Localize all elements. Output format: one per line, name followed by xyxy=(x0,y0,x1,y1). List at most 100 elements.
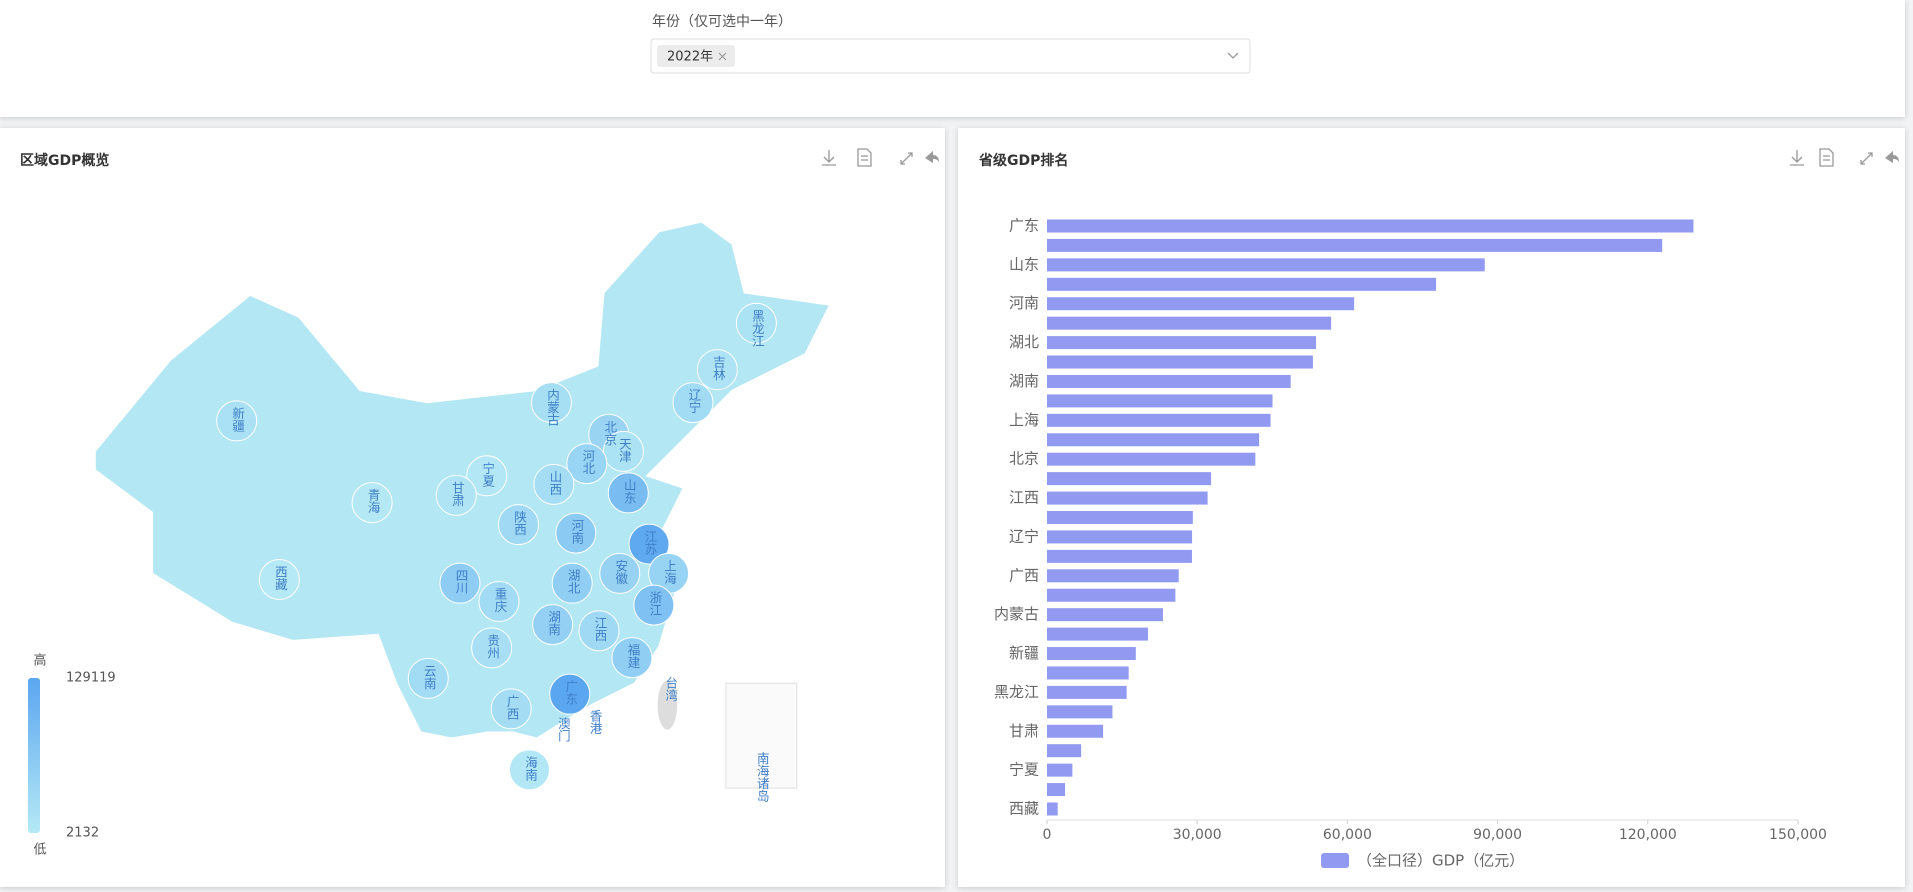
region xyxy=(549,673,591,715)
region xyxy=(490,688,532,730)
bar xyxy=(1047,258,1485,272)
y-tick-label: 北京 xyxy=(1009,450,1039,468)
visual-map-low: 低 xyxy=(33,843,46,858)
region-label: 河北 xyxy=(580,450,595,476)
y-tick-label: 新疆 xyxy=(1009,644,1039,662)
region xyxy=(258,559,300,600)
select-arrow[interactable] xyxy=(1227,52,1239,59)
region-label: 内蒙古 xyxy=(545,389,560,427)
region-label: 四川 xyxy=(453,569,468,594)
region xyxy=(498,504,539,546)
region-label: 广西 xyxy=(505,695,520,720)
tag-remove[interactable] xyxy=(718,52,727,61)
share-icon[interactable] xyxy=(1885,151,1899,163)
y-tick-label: 河南 xyxy=(1009,294,1039,312)
bar xyxy=(1047,297,1355,311)
filter-label: 年份（仅可选中一年） xyxy=(652,14,792,30)
region-label: 重庆 xyxy=(492,586,507,612)
region xyxy=(435,474,477,516)
region-label: 湖南 xyxy=(546,610,561,636)
bar xyxy=(1047,316,1332,330)
y-tick-label: 湖北 xyxy=(1009,333,1039,351)
region-label: 新疆 xyxy=(230,406,245,432)
region xyxy=(607,472,649,514)
region xyxy=(735,302,777,344)
bar xyxy=(1047,783,1066,797)
region-label: 宁夏 xyxy=(480,461,495,487)
bar-icons xyxy=(1790,148,1899,167)
share-icon[interactable] xyxy=(925,151,939,163)
bar xyxy=(1047,336,1317,350)
bar xyxy=(1047,666,1129,680)
bar xyxy=(1047,219,1694,233)
y-tick-label: 广西 xyxy=(1009,566,1039,584)
region xyxy=(530,382,572,424)
region-label: 北京 xyxy=(602,420,617,446)
region-label: 吉林 xyxy=(711,356,726,381)
download-icon[interactable] xyxy=(1790,150,1804,166)
region-label: 河南 xyxy=(569,519,584,544)
legend-swatch xyxy=(1321,853,1349,868)
region-label: 贵州 xyxy=(485,634,500,659)
region-label: 天津 xyxy=(617,437,632,462)
region-label: 香港 xyxy=(588,709,603,734)
region-label: 黑龙江 xyxy=(750,309,765,347)
bar xyxy=(1047,647,1136,661)
region-label: 澳门 xyxy=(556,717,571,742)
region-label: 台湾 xyxy=(663,676,678,703)
region-label: 青海 xyxy=(366,489,381,514)
map-icons xyxy=(822,148,939,167)
region-label: 安徽 xyxy=(613,558,628,584)
region-label: 广东 xyxy=(563,680,578,705)
x-tick-label: 90,000 xyxy=(1473,827,1522,843)
region-label: 江西 xyxy=(593,617,608,642)
x-tick-label: 60,000 xyxy=(1323,827,1372,843)
region-label: 福建 xyxy=(625,643,640,670)
year-select[interactable] xyxy=(650,38,1251,74)
region xyxy=(533,463,575,505)
region xyxy=(696,349,738,391)
bar xyxy=(1047,374,1291,388)
region xyxy=(602,430,644,472)
region xyxy=(471,627,513,669)
x-tick-label: 0 xyxy=(1043,827,1052,843)
visual-map-max: 129119 xyxy=(66,671,116,686)
region xyxy=(633,584,675,626)
region-label: 山东 xyxy=(622,479,637,504)
bar xyxy=(1047,394,1273,408)
region xyxy=(466,455,508,497)
visual-map-min: 2132 xyxy=(66,826,99,841)
region-label: 山西 xyxy=(547,470,562,495)
y-tick-label: 内蒙古 xyxy=(994,605,1039,623)
bar xyxy=(1047,569,1179,583)
y-tick-label: 广东 xyxy=(1009,217,1039,235)
y-tick-label: 西藏 xyxy=(1009,800,1039,818)
bar xyxy=(1047,724,1104,738)
bar xyxy=(1047,238,1663,252)
x-tick-label: 30,000 xyxy=(1173,827,1222,843)
region-label: 江苏 xyxy=(643,530,658,555)
data-icon[interactable] xyxy=(1819,148,1834,167)
fullscreen-icon[interactable] xyxy=(900,152,913,165)
region xyxy=(555,512,597,554)
download-icon[interactable] xyxy=(822,150,836,166)
region xyxy=(578,610,620,652)
region-label: 浙江 xyxy=(647,590,662,616)
y-tick-label: 甘肃 xyxy=(1009,722,1039,740)
y-tick-label: 湖南 xyxy=(1009,372,1039,390)
visual-map-high: 高 xyxy=(33,653,46,669)
bar xyxy=(1047,763,1073,777)
y-tick-label: 江西 xyxy=(1009,489,1039,507)
x-tick-label: 120,000 xyxy=(1619,827,1677,843)
bar xyxy=(1047,277,1437,291)
region xyxy=(439,562,481,604)
region xyxy=(532,604,574,646)
x-tick-label: 150,000 xyxy=(1769,827,1827,843)
data-icon[interactable] xyxy=(857,148,872,167)
fullscreen-icon[interactable] xyxy=(1860,152,1873,165)
y-tick-label: 辽宁 xyxy=(1009,527,1039,545)
map-title: 区域GDP概览 xyxy=(20,152,109,169)
region xyxy=(611,637,653,679)
